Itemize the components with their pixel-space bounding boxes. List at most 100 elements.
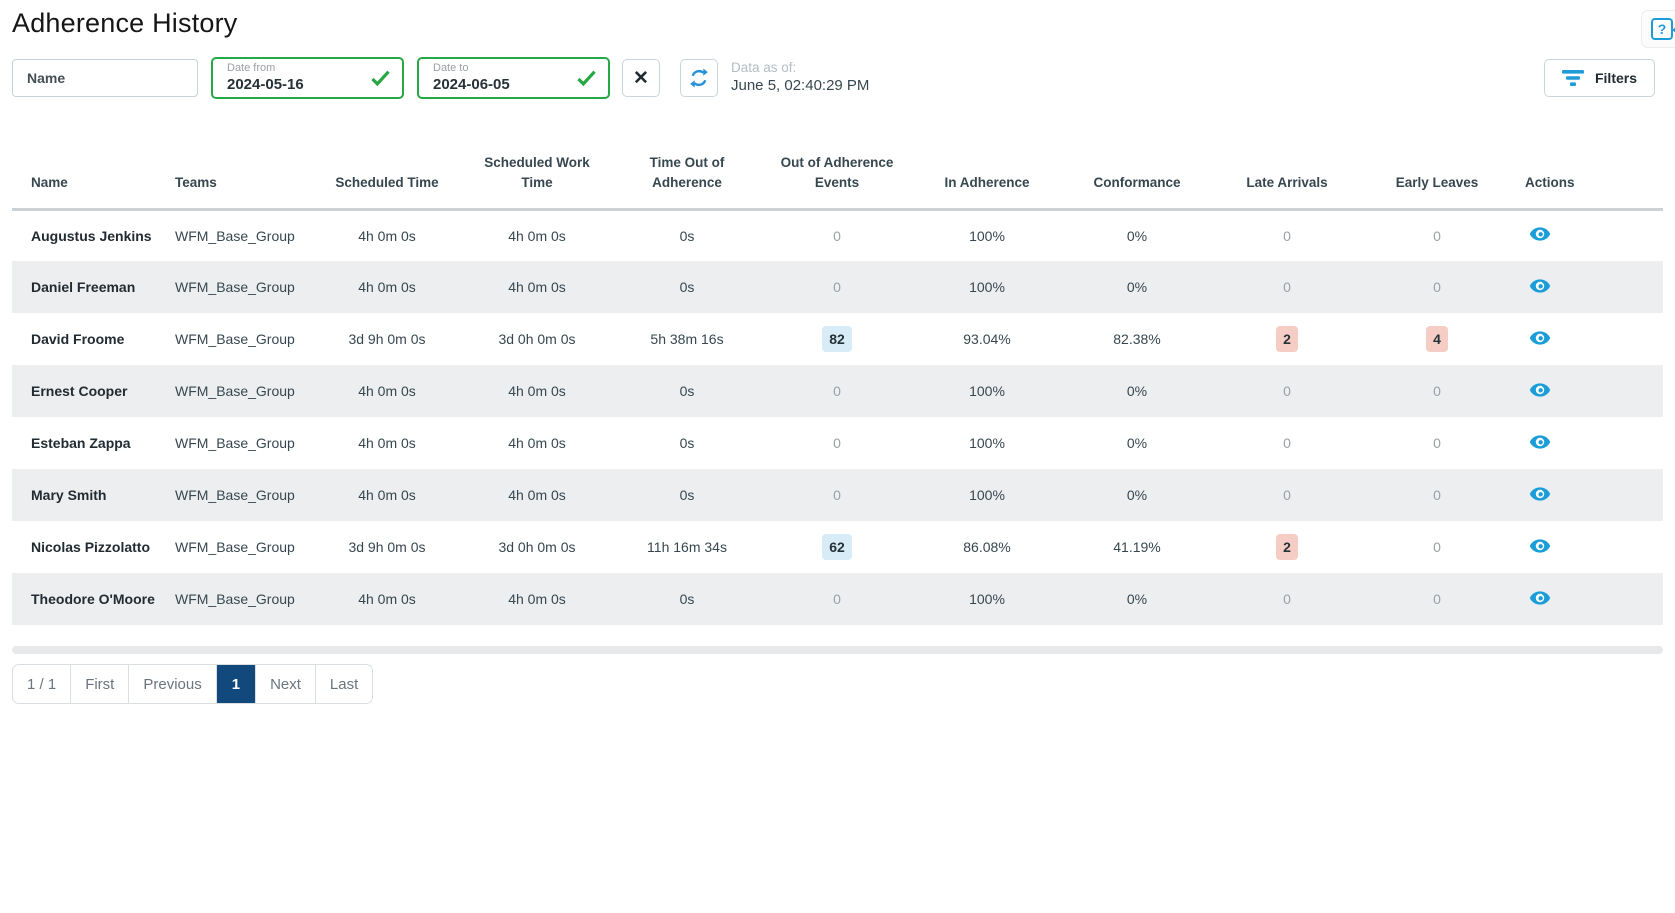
table-header-row: Name Teams Scheduled Time Scheduled Work Ti… <box>12 131 1663 211</box>
view-details-button[interactable] <box>1528 535 1552 559</box>
cell-scheduled-time: 4h 0m 0s <box>358 279 416 295</box>
cell-scheduled-time: 4h 0m 0s <box>358 591 416 607</box>
cell-scheduled-work-time: 4h 0m 0s <box>508 227 566 244</box>
zero-value: 0 <box>833 487 841 503</box>
cell-out-of-adherence-events: 0 <box>762 417 912 469</box>
cell-in-adherence: 100% <box>969 227 1005 244</box>
cell-early-leaves: 0 <box>1362 417 1512 469</box>
pagination-previous-button[interactable]: Previous <box>129 665 217 703</box>
cell-actions <box>1512 521 1663 573</box>
cell-team: WFM_Base_Group <box>175 487 295 503</box>
cell-conformance: 82.38% <box>1113 331 1161 347</box>
date-to-field[interactable]: Date to 2024-06-05 <box>417 57 610 99</box>
filters-button[interactable]: Filters <box>1543 59 1655 97</box>
date-to-label: Date to <box>433 62 469 75</box>
cell-scheduled-work-time: 4h 0m 0s <box>508 487 566 503</box>
cell-scheduled-work-time: 4h 0m 0s <box>508 279 566 295</box>
count-badge: 82 <box>822 326 852 352</box>
view-details-button[interactable] <box>1528 587 1552 611</box>
view-details-button[interactable] <box>1528 327 1552 351</box>
data-as-of-value: June 5, 02:40:29 PM <box>731 77 870 95</box>
cell-time-out-of-adherence: 0s <box>679 591 695 607</box>
x-icon: ✕ <box>633 67 649 89</box>
eye-icon <box>1529 382 1551 397</box>
cell-time-out-of-adherence: 5h 38m 16s <box>650 331 724 347</box>
date-from-field[interactable]: Date from 2024-05-16 <box>211 57 404 99</box>
zero-value: 0 <box>1283 279 1291 295</box>
cell-in-adherence: 100% <box>969 435 1005 451</box>
cell-actions <box>1512 261 1663 313</box>
cell-out-of-adherence-events: 0 <box>762 573 912 625</box>
cell-actions <box>1512 209 1663 261</box>
cell-late-arrivals: 2 <box>1212 313 1362 365</box>
cell-team: WFM_Base_Group <box>175 539 295 555</box>
cell-late-arrivals: 0 <box>1212 365 1362 417</box>
cell-team: WFM_Base_Group <box>175 227 295 244</box>
pagination-last-button[interactable]: Last <box>315 665 373 703</box>
zero-value: 0 <box>833 383 841 399</box>
horizontal-scrollbar[interactable] <box>12 646 1663 654</box>
cell-time-out-of-adherence: 0s <box>679 227 695 244</box>
refresh-button[interactable] <box>680 59 718 97</box>
cell-team: WFM_Base_Group <box>175 331 295 347</box>
pagination-first-button[interactable]: First <box>71 665 130 703</box>
view-details-button[interactable] <box>1528 223 1552 247</box>
cell-team: WFM_Base_Group <box>175 383 295 399</box>
filter-icon <box>1561 69 1584 86</box>
table-row: Nicolas Pizzolatto WFM_Base_Group 3d 9h 0m… <box>12 521 1663 573</box>
zero-value: 0 <box>833 435 841 451</box>
column-header-late-arrivals: Late Arrivals <box>1212 131 1362 211</box>
zero-value: 0 <box>1283 435 1291 451</box>
cell-actions <box>1512 313 1663 365</box>
adherence-history-page: ? Adherence History Date from 2024-05-16… <box>0 8 1675 913</box>
cell-name: Daniel Freeman <box>31 279 136 295</box>
column-header-scheduled-time: Scheduled Time <box>312 131 462 211</box>
clear-dates-button[interactable]: ✕ <box>622 59 660 97</box>
cell-name: Nicolas Pizzolatto <box>31 539 151 555</box>
cell-conformance: 0% <box>1126 591 1148 607</box>
eye-icon <box>1529 590 1551 605</box>
cell-conformance: 0% <box>1126 435 1148 451</box>
view-details-button[interactable] <box>1528 483 1552 507</box>
cell-in-adherence: 100% <box>969 383 1005 399</box>
pagination-next-button[interactable]: Next <box>256 665 316 703</box>
cell-name: Mary Smith <box>31 487 107 503</box>
table-row: Theodore O'Moore WFM_Base_Group 4h 0m 0s 4h… <box>12 573 1663 625</box>
cell-scheduled-work-time: 4h 0m 0s <box>508 591 566 607</box>
view-details-button[interactable] <box>1528 431 1552 455</box>
cell-actions <box>1512 573 1663 625</box>
check-icon <box>371 70 390 86</box>
cell-out-of-adherence-events: 0 <box>762 469 912 521</box>
view-details-button[interactable] <box>1528 275 1552 299</box>
column-header-out-of-adherence-events: Out of Adherence Events <box>762 131 912 211</box>
help-button[interactable]: ? <box>1641 10 1675 48</box>
pagination: 1 / 1 First Previous 1 Next Last <box>12 664 374 704</box>
cell-scheduled-work-time: 3d 0h 0m 0s <box>498 331 576 347</box>
cell-time-out-of-adherence: 0s <box>679 487 695 503</box>
column-header-actions: Actions <box>1512 131 1663 211</box>
cell-out-of-adherence-events: 0 <box>762 261 912 313</box>
view-details-button[interactable] <box>1528 379 1552 403</box>
column-header-conformance: Conformance <box>1062 131 1212 211</box>
refresh-icon <box>690 68 708 88</box>
filter-toolbar: Date from 2024-05-16 Date to 2024-06-05 … <box>12 57 1663 99</box>
table-row: Augustus Jenkins WFM_Base_Group 4h 0m 0s 4h… <box>12 209 1663 261</box>
cell-name: David Froome <box>31 331 125 347</box>
date-from-label: Date from <box>227 62 276 75</box>
cell-actions <box>1512 365 1663 417</box>
cell-early-leaves: 0 <box>1362 209 1512 261</box>
help-icon: ? <box>1651 18 1675 40</box>
cell-name: Esteban Zappa <box>31 435 131 451</box>
cell-early-leaves: 0 <box>1362 365 1512 417</box>
cell-out-of-adherence-events: 82 <box>762 313 912 365</box>
pagination-page-1-button[interactable]: 1 <box>216 665 257 703</box>
eye-icon <box>1529 330 1551 345</box>
cell-scheduled-time: 3d 9h 0m 0s <box>348 331 426 347</box>
zero-value: 0 <box>833 227 841 244</box>
check-icon <box>577 70 596 86</box>
help-glyph: ? <box>1657 21 1667 37</box>
name-filter-input[interactable] <box>12 59 198 97</box>
cell-conformance: 0% <box>1126 383 1148 399</box>
cell-time-out-of-adherence: 0s <box>679 435 695 451</box>
filters-button-label: Filters <box>1594 70 1637 86</box>
